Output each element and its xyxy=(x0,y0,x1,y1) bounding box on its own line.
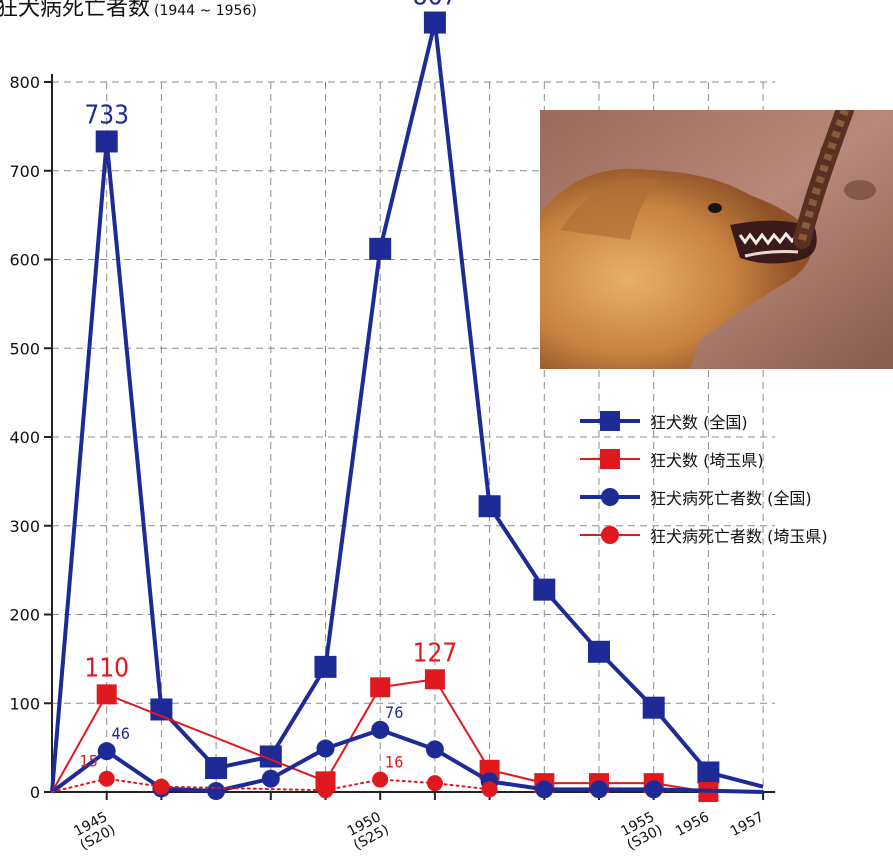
data-label: 76 xyxy=(385,703,403,722)
y-tick-label: 600 xyxy=(9,251,40,270)
legend-label: 狂犬数 (埼玉県) xyxy=(650,451,764,470)
y-tick-label: 0 xyxy=(30,783,40,802)
data-point-square xyxy=(314,655,337,678)
data-label: 46 xyxy=(112,724,130,743)
legend-symbol-square-icon xyxy=(580,449,640,469)
legend-symbol-circle-icon xyxy=(580,488,640,506)
y-tick-label: 500 xyxy=(9,339,40,358)
x-tick-label: 1950(S25) xyxy=(344,809,392,854)
data-point-circle xyxy=(425,740,444,759)
data-point-circle xyxy=(317,782,334,799)
legend: 狂犬数 (全国) 狂犬数 (埼玉県) 狂犬病死亡者数 (全国) 狂犬病死亡者数 … xyxy=(578,402,828,554)
x-tick-label: 1956 xyxy=(673,809,712,840)
data-point-square xyxy=(369,237,392,260)
legend-item: 狂犬病死亡者数 (全国) xyxy=(578,478,828,516)
legend-item: 狂犬数 (埼玉県) xyxy=(578,440,828,478)
legend-label: 狂犬病死亡者数 (全国) xyxy=(650,489,812,508)
data-label: 16 xyxy=(385,753,403,772)
series-line xyxy=(51,678,709,793)
x-tick-label: 1955(S30) xyxy=(617,809,665,854)
data-point-square xyxy=(697,761,720,784)
legend-label: 狂犬病死亡者数 (埼玉県) xyxy=(650,527,828,546)
rabid-dog-photo xyxy=(540,110,893,369)
y-tick-label: 400 xyxy=(9,428,40,447)
legend-item: 狂犬数 (全国) xyxy=(578,402,828,440)
data-point-square xyxy=(588,640,610,663)
data-label: 110 xyxy=(84,653,129,683)
y-tick-label: 200 xyxy=(9,606,40,625)
y-tick-label: 100 xyxy=(9,694,40,713)
x-tick-label: 1945(S20) xyxy=(70,809,118,854)
data-point-circle xyxy=(153,778,170,795)
y-tick-label: 700 xyxy=(9,162,40,181)
data-label: 127 xyxy=(413,638,458,668)
data-label: 867 xyxy=(413,0,458,12)
legend-label: 狂犬数 (全国) xyxy=(650,413,748,432)
data-point-circle xyxy=(644,780,663,799)
data-label: 15 xyxy=(80,752,98,771)
data-point-circle xyxy=(371,720,390,739)
data-point-square xyxy=(533,578,556,601)
data-point-square xyxy=(205,757,228,780)
data-point-square xyxy=(424,669,445,690)
data-point-circle xyxy=(481,781,498,798)
data-point-square xyxy=(478,495,501,518)
data-point-circle xyxy=(97,742,116,761)
data-label: 733 xyxy=(84,100,129,130)
legend-symbol-circle-icon xyxy=(580,526,640,544)
y-tick-label: 800 xyxy=(9,73,40,92)
data-point-square xyxy=(96,684,117,705)
data-point-circle xyxy=(316,739,335,758)
data-point-circle xyxy=(590,780,608,799)
chart-title-main: 狂犬病死亡者数 xyxy=(0,0,151,21)
x-tick-label: 1957 xyxy=(728,809,767,840)
data-point-circle xyxy=(426,775,443,792)
data-point-circle xyxy=(207,782,226,801)
data-point-circle xyxy=(261,769,280,788)
data-point-square xyxy=(642,696,665,719)
y-tick-label: 300 xyxy=(9,517,40,536)
chart-title: 狂犬病死亡者数 (1944 ~ 1956) xyxy=(0,0,257,22)
data-point-square xyxy=(95,130,118,153)
legend-symbol-square-icon xyxy=(580,411,640,431)
data-point-circle xyxy=(535,780,554,799)
legend-item: 狂犬病死亡者数 (埼玉県) xyxy=(578,516,828,554)
data-point-square xyxy=(370,677,391,698)
chart-title-years: (1944 ~ 1956) xyxy=(154,3,257,19)
data-point-circle xyxy=(372,771,389,788)
data-point-square xyxy=(423,11,446,34)
data-point-circle xyxy=(98,770,115,787)
